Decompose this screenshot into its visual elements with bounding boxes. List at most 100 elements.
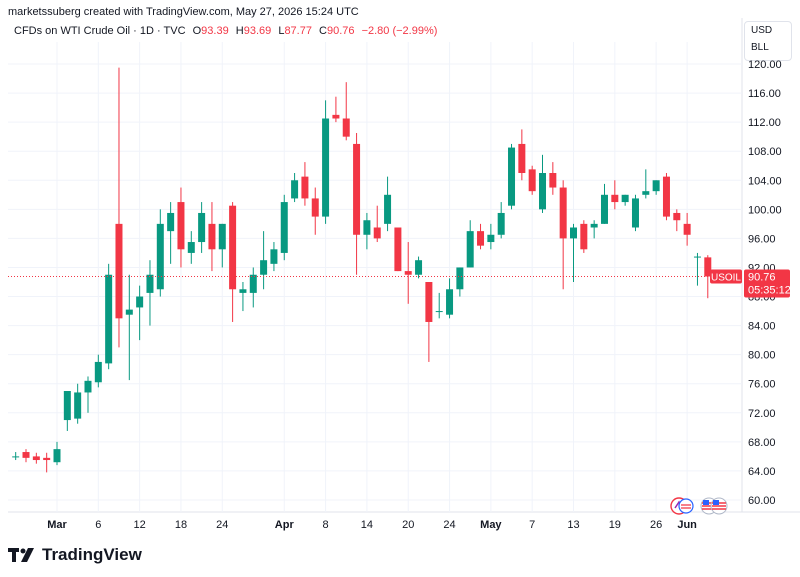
y-tick-label: 80.00 — [748, 350, 776, 362]
x-tick-label: 14 — [361, 519, 373, 531]
candle-body — [125, 309, 133, 315]
close-value: 90.76 — [326, 25, 355, 37]
y-tick-label: 116.00 — [748, 88, 781, 100]
candle-body — [559, 187, 567, 239]
candle-body — [208, 223, 216, 250]
us-flag-icon[interactable] — [700, 497, 728, 515]
candle-body — [322, 118, 330, 217]
candle-body — [63, 391, 71, 421]
candle-body — [415, 260, 423, 275]
candle-body — [74, 392, 82, 419]
price-axis: 120.00 116.00 112.00 108.00 104.00 100.00 96.0… — [748, 59, 782, 507]
x-tick-label: 6 — [95, 519, 101, 531]
candle-body — [280, 202, 288, 253]
high-label: H — [235, 25, 244, 37]
candle-body — [673, 212, 681, 221]
bar-countdown: 05:35:12 — [748, 284, 791, 296]
y-tick-label: 60.00 — [748, 495, 776, 507]
y-tick-label: 120.00 — [748, 59, 782, 71]
unit-label[interactable]: BLL — [751, 42, 769, 53]
high-value: 93.69 — [243, 25, 272, 37]
symbol-tag — [710, 269, 742, 284]
candle-body — [177, 202, 185, 250]
low-label: L — [278, 25, 285, 37]
candle-body — [497, 212, 505, 235]
symbol-legend: CFDs on WTI Crude Oil · 1D · TVC O93.39 … — [14, 25, 437, 37]
candle-body — [662, 176, 670, 217]
candle-body — [373, 227, 381, 239]
candle-body — [518, 143, 526, 173]
candle-body — [146, 274, 154, 293]
candle-body — [301, 176, 309, 199]
open-label: O — [192, 25, 202, 37]
candle-body — [105, 274, 113, 364]
candle-body — [291, 180, 299, 199]
x-tick-label: Apr — [275, 519, 295, 531]
candle-body — [136, 296, 144, 308]
candle-body — [621, 194, 629, 203]
creator-credit: marketssuberg created with TradingView.c… — [8, 6, 359, 18]
symbol-description[interactable]: CFDs on WTI Crude Oil · 1D · TVC — [14, 25, 186, 37]
candle-body — [404, 271, 412, 275]
candle-body — [156, 223, 164, 290]
candle-body — [446, 289, 454, 315]
candle-body — [115, 223, 123, 319]
candle-body — [487, 234, 495, 243]
economic-events-icon[interactable] — [670, 497, 694, 515]
candle-body — [32, 456, 40, 461]
candle-body — [249, 274, 257, 293]
candle-body — [600, 194, 608, 224]
candle-body — [198, 212, 206, 243]
x-tick-label: 13 — [567, 519, 579, 531]
x-tick-label: 18 — [175, 519, 187, 531]
candle-body — [394, 227, 402, 272]
x-tick-label: Mar — [47, 519, 67, 531]
candle-body — [22, 452, 30, 458]
candle-body — [384, 194, 392, 224]
open-value: 93.39 — [201, 25, 229, 37]
candle-body — [167, 212, 175, 232]
tradingview-logo-icon — [8, 548, 34, 562]
x-tick-label: 24 — [443, 519, 455, 531]
x-tick-label: 26 — [650, 519, 662, 531]
x-tick-label: 20 — [402, 519, 414, 531]
candle-body — [435, 311, 443, 313]
x-tick-label: May — [480, 519, 502, 531]
candle-body — [84, 380, 92, 393]
candle-body — [693, 256, 701, 258]
last-price-box — [744, 269, 790, 298]
last-price-value: 90.76 — [748, 271, 776, 283]
close-label: C — [319, 25, 327, 37]
candle-body — [539, 173, 547, 210]
tradingview-branding[interactable]: TradingView — [8, 545, 142, 565]
change-value: −2.80 (−2.99%) — [361, 25, 438, 37]
candle-body — [53, 449, 61, 463]
candle-body — [311, 198, 319, 217]
candle-body — [12, 456, 20, 458]
candles — [12, 67, 712, 473]
x-tick-label: 19 — [609, 519, 621, 531]
y-tick-label: 72.00 — [748, 408, 776, 420]
candle-body — [528, 169, 536, 192]
candle-body — [270, 249, 278, 264]
candle-body — [94, 361, 102, 383]
candle-body — [704, 257, 712, 277]
candle-body — [683, 223, 691, 235]
y-tick-label: 64.00 — [748, 466, 776, 478]
candle-body — [363, 220, 371, 235]
unit-selector[interactable]: USD BLL — [744, 21, 792, 61]
candle-body — [353, 143, 361, 235]
grid-lines — [8, 18, 800, 513]
x-tick-label: 24 — [216, 519, 228, 531]
candle-body — [425, 282, 433, 322]
candle-body — [580, 223, 588, 250]
y-tick-label: 104.00 — [748, 175, 782, 187]
time-axis: Mar 6 12 18 24 Apr 8 14 20 24 May 7 13 19 26 Jun — [47, 519, 697, 531]
candle-body — [332, 114, 340, 119]
y-tick-label: 68.00 — [748, 437, 776, 449]
candle-body — [652, 180, 660, 192]
currency-label[interactable]: USD — [751, 25, 773, 36]
candle-body — [642, 191, 650, 195]
y-tick-label: 96.00 — [748, 233, 776, 245]
